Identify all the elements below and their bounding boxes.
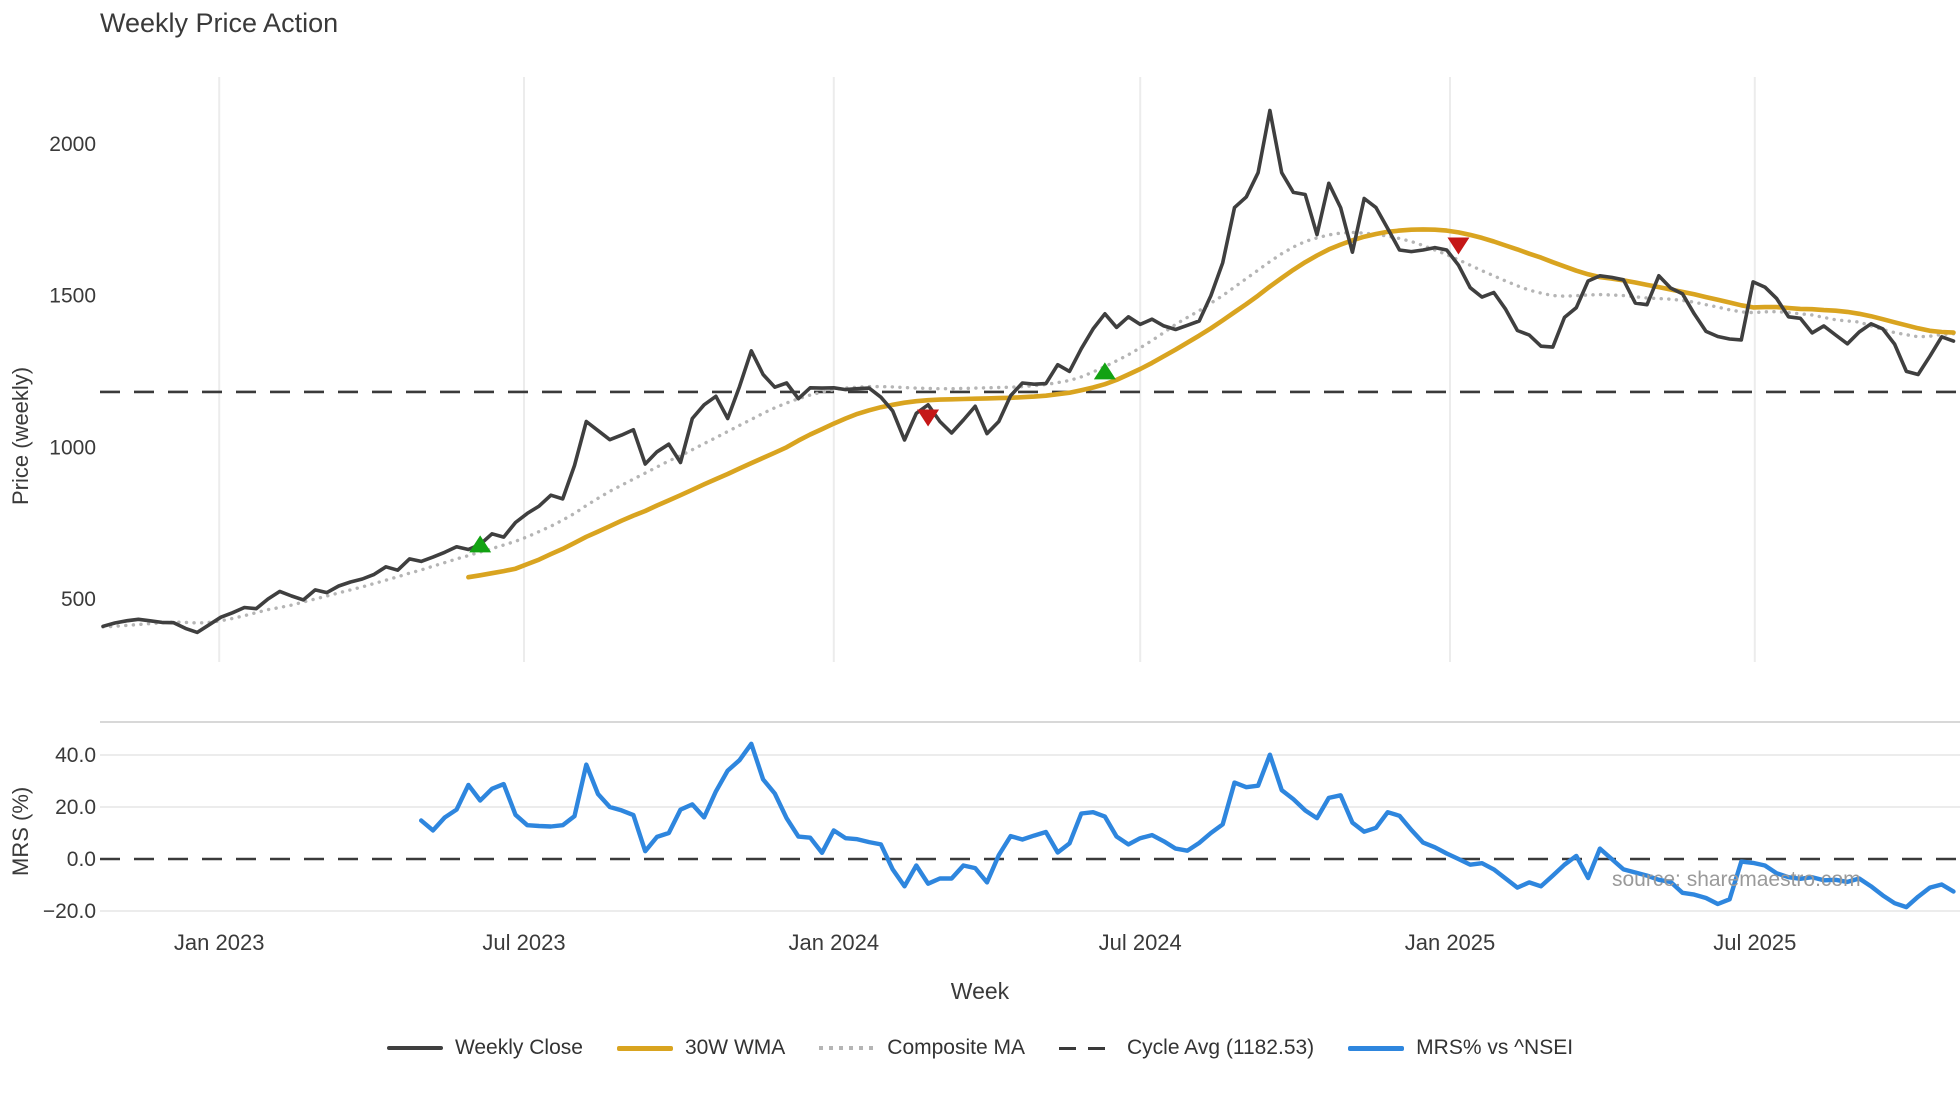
price-tick-label: 2000 [49,133,96,156]
legend-label: Composite MA [887,1036,1025,1059]
legend-item: Cycle Avg (1182.53) [1059,1036,1314,1060]
chart-legend: Weekly Close 30W WMA Composite MA Cycle Avg… [0,1036,1960,1060]
composite-ma-line [101,230,1956,629]
mrs-tick-label: 40.0 [55,744,96,767]
legend-label: Weekly Close [454,1036,583,1059]
legend-swatch-dotted-gray [819,1046,876,1050]
price-tick-label: 1500 [49,285,96,308]
sell-signal-marker [1447,237,1470,255]
legend-item: Weekly Close [386,1036,583,1060]
mrs-line [419,741,1956,910]
legend-swatch-solid-dark [386,1046,443,1050]
legend-item: 30W WMA [616,1036,786,1060]
price-tick-label: 1000 [49,436,96,459]
legend-swatch-solid-gold [616,1045,673,1051]
legend-swatch-dashed-dark [1059,1046,1115,1050]
wma30-line [466,227,1956,580]
mrs-tick-label: 0.0 [67,848,96,871]
x-tick-label: Jul 2023 [482,930,565,955]
chart-title: Weekly Price Action [100,8,339,38]
x-tick-label: Jul 2025 [1713,930,1796,955]
buy-signal-marker [1093,362,1116,380]
buy-signal-marker [469,535,492,553]
legend-item: MRS% vs ^NSEI [1348,1036,1573,1060]
weekly-close-line [101,108,1956,635]
legend-swatch-solid-blue [1348,1045,1405,1051]
price-axis-label: Price (weekly) [8,366,33,505]
mrs-axis-label: MRS (%) [8,786,33,876]
price-tick-label: 500 [61,588,96,611]
x-tick-label: Jan 2025 [1405,930,1496,955]
mrs-tick-label: 20.0 [55,796,96,819]
x-tick-label: Jan 2024 [789,930,880,955]
mrs-tick-label: −20.0 [43,900,96,923]
x-tick-label: Jul 2024 [1099,930,1182,955]
sell-signal-marker [917,409,940,427]
legend-label: MRS% vs ^NSEI [1416,1036,1574,1059]
x-axis-label: Week [950,978,1010,1004]
legend-label: Cycle Avg (1182.53) [1127,1036,1315,1059]
legend-item: Composite MA [819,1036,1025,1060]
source-watermark: source: sharemaestro.com [1612,868,1861,891]
legend-label: 30W WMA [684,1036,786,1059]
x-tick-label: Jan 2023 [174,930,265,955]
